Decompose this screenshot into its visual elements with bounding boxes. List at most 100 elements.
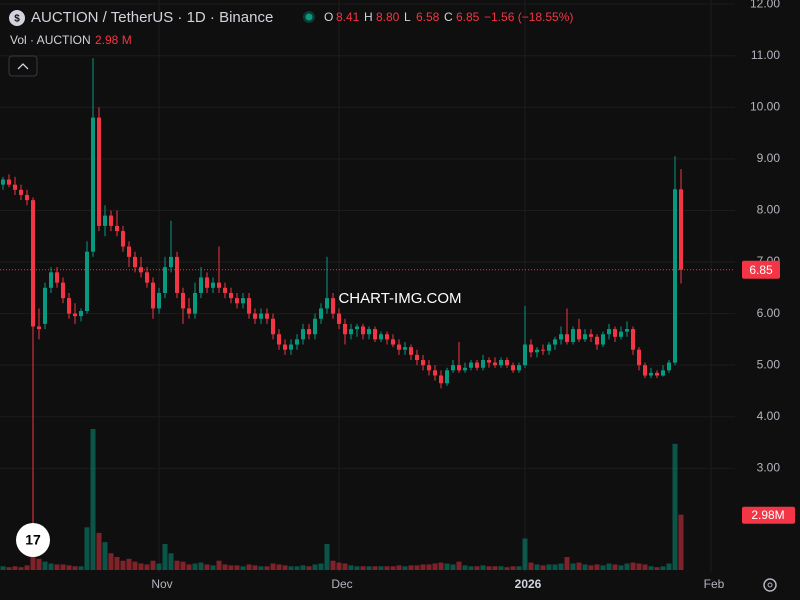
volume-bar <box>78 566 84 570</box>
volume-bar <box>150 560 156 570</box>
candle-body <box>439 375 443 384</box>
candle-body <box>679 189 683 270</box>
candle-body <box>91 117 95 252</box>
volume-bar <box>516 566 522 570</box>
candle-body <box>673 189 677 363</box>
y-tick-label: 11.00 <box>751 48 780 62</box>
candle-body <box>607 329 611 335</box>
candle-body <box>163 267 167 293</box>
volume-bar <box>120 560 126 570</box>
volume-bar <box>426 564 432 570</box>
candle-body <box>361 326 365 335</box>
candle-body <box>295 339 299 345</box>
candle-body <box>241 298 245 304</box>
volume-bar <box>30 547 36 570</box>
volume-bar <box>474 566 480 570</box>
settings-icon[interactable] <box>763 578 777 592</box>
candle-body <box>187 308 191 314</box>
settings-icon-center <box>767 582 773 588</box>
volume-title: Vol · AUCTION <box>10 33 91 47</box>
volume-bar <box>402 566 408 570</box>
volume-bar <box>540 565 546 570</box>
volume-bar <box>60 564 66 570</box>
candle-body <box>121 231 125 247</box>
axes: 3.004.005.006.007.008.009.0010.0011.0012… <box>0 0 795 591</box>
volume-bar <box>6 567 12 570</box>
candle-body <box>505 360 509 366</box>
candle-body <box>601 334 605 345</box>
candle-body <box>529 344 533 353</box>
candle-body <box>649 372 653 376</box>
symbol-title: AUCTION / TetherUS · 1D · Binance <box>31 9 273 26</box>
volume-pane <box>0 429 684 570</box>
candle-body <box>547 344 551 351</box>
volume-bar <box>606 563 612 570</box>
candle-body <box>133 256 137 268</box>
candle-body <box>325 298 329 309</box>
volume-bar <box>654 567 660 570</box>
volume-bar <box>660 566 666 570</box>
volume-bar <box>102 542 108 570</box>
candle-body <box>463 367 467 371</box>
volume-bar <box>570 563 576 570</box>
candle-body <box>475 362 479 368</box>
volume-bar <box>636 563 642 570</box>
volume-bar <box>66 565 72 570</box>
ohlc-key: L <box>404 10 411 24</box>
x-tick-label: Nov <box>151 577 172 591</box>
candle-body <box>469 362 473 368</box>
collapse-button[interactable] <box>8 55 38 77</box>
volume-bar <box>588 565 594 570</box>
volume-bar <box>432 563 438 570</box>
volume-bar <box>90 429 96 570</box>
ohlc-change: −1.56 (−18.55%) <box>484 10 573 24</box>
candle-body <box>25 194 29 201</box>
volume-bar <box>24 565 30 570</box>
volume-bar <box>564 557 570 570</box>
volume-bar <box>498 566 504 570</box>
volume-bar <box>438 562 444 570</box>
volume-bar <box>594 564 600 570</box>
candle-body <box>523 344 527 366</box>
volume-bar <box>642 564 648 570</box>
volume-bar <box>582 564 588 570</box>
y-tick-label: 9.00 <box>757 151 781 165</box>
candle-body <box>7 179 11 185</box>
candle-body <box>499 360 503 366</box>
candle-body <box>535 349 539 353</box>
volume-bar <box>270 563 276 570</box>
volume-bar <box>408 565 414 570</box>
candle-body <box>271 318 275 335</box>
grid <box>0 0 735 572</box>
volume-tag-label: 2.98M <box>751 508 784 522</box>
volume-bar <box>420 564 426 570</box>
candle-body <box>43 287 47 324</box>
candle-body <box>349 329 353 335</box>
candle-body <box>301 329 305 340</box>
candle-body <box>379 334 383 340</box>
candle-body <box>19 189 23 195</box>
candle-body <box>613 329 617 337</box>
candle-body <box>343 323 347 335</box>
volume-bar <box>672 443 678 570</box>
volume-bar <box>366 566 372 570</box>
volume-bar <box>504 567 510 570</box>
candle-body <box>643 365 647 376</box>
chevron-icon <box>17 63 29 70</box>
candle-body <box>655 372 659 376</box>
tv-logo[interactable] <box>16 523 50 557</box>
volume-bar <box>336 562 342 570</box>
candle-body <box>541 349 545 351</box>
candle-body <box>367 329 371 335</box>
y-tick-label: 5.00 <box>757 357 781 371</box>
last-price-tag <box>742 260 780 279</box>
volume-bar <box>666 563 672 570</box>
candle-body <box>85 251 89 312</box>
candle-body <box>145 272 149 283</box>
candle-body <box>427 365 431 371</box>
candle-body <box>175 256 179 293</box>
volume-bar <box>324 544 330 570</box>
candle-body <box>559 334 563 340</box>
volume-bar <box>96 532 102 570</box>
